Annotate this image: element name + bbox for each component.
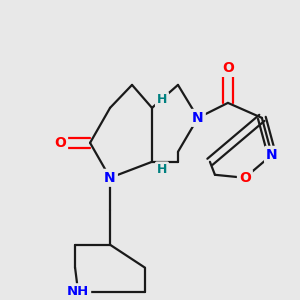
Text: O: O: [239, 171, 251, 185]
Text: N: N: [104, 171, 116, 185]
Text: N: N: [192, 111, 204, 125]
Text: O: O: [222, 61, 234, 75]
Text: NH: NH: [67, 285, 89, 298]
Text: H: H: [157, 163, 167, 176]
Text: H: H: [157, 93, 167, 106]
Text: N: N: [266, 148, 278, 162]
Text: O: O: [54, 136, 66, 150]
